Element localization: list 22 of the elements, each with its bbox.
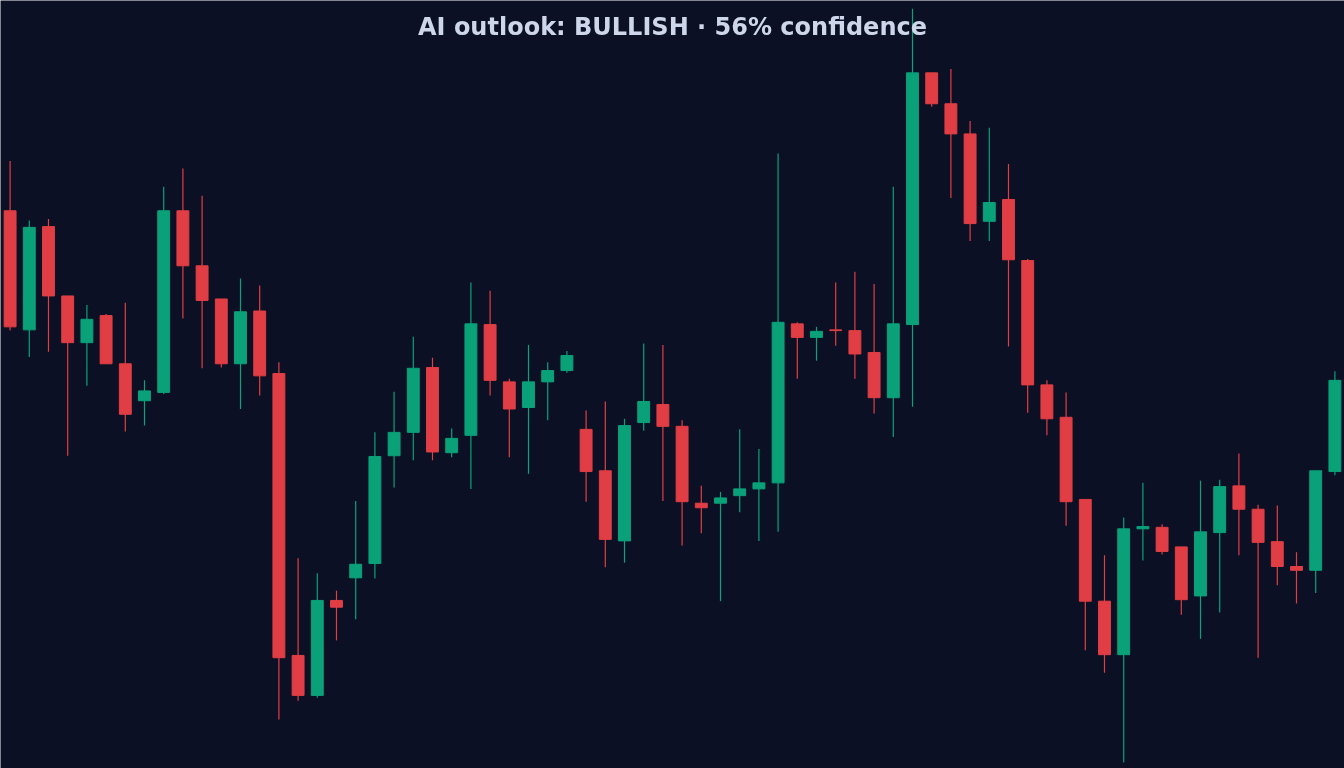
candlestick — [330, 590, 343, 641]
candlestick — [387, 391, 401, 488]
candlestick — [810, 326, 823, 362]
candlestick — [138, 379, 151, 427]
candlestick — [848, 271, 862, 380]
candlestick — [790, 321, 804, 380]
candlestick — [656, 344, 670, 502]
candlestick — [560, 350, 574, 374]
candlestick — [982, 127, 996, 242]
candlestick — [752, 448, 766, 542]
candlestick — [349, 500, 363, 620]
candlestick — [1232, 452, 1246, 556]
candlestick — [1290, 551, 1303, 605]
candlestick — [80, 304, 94, 387]
candlestick — [1136, 482, 1150, 562]
candlestick — [694, 485, 708, 534]
candlestick — [445, 427, 459, 458]
candlestick — [829, 281, 843, 347]
candlestick — [733, 428, 747, 513]
candlestick — [541, 361, 555, 421]
candlestick — [637, 342, 651, 432]
candlestick — [714, 491, 727, 602]
